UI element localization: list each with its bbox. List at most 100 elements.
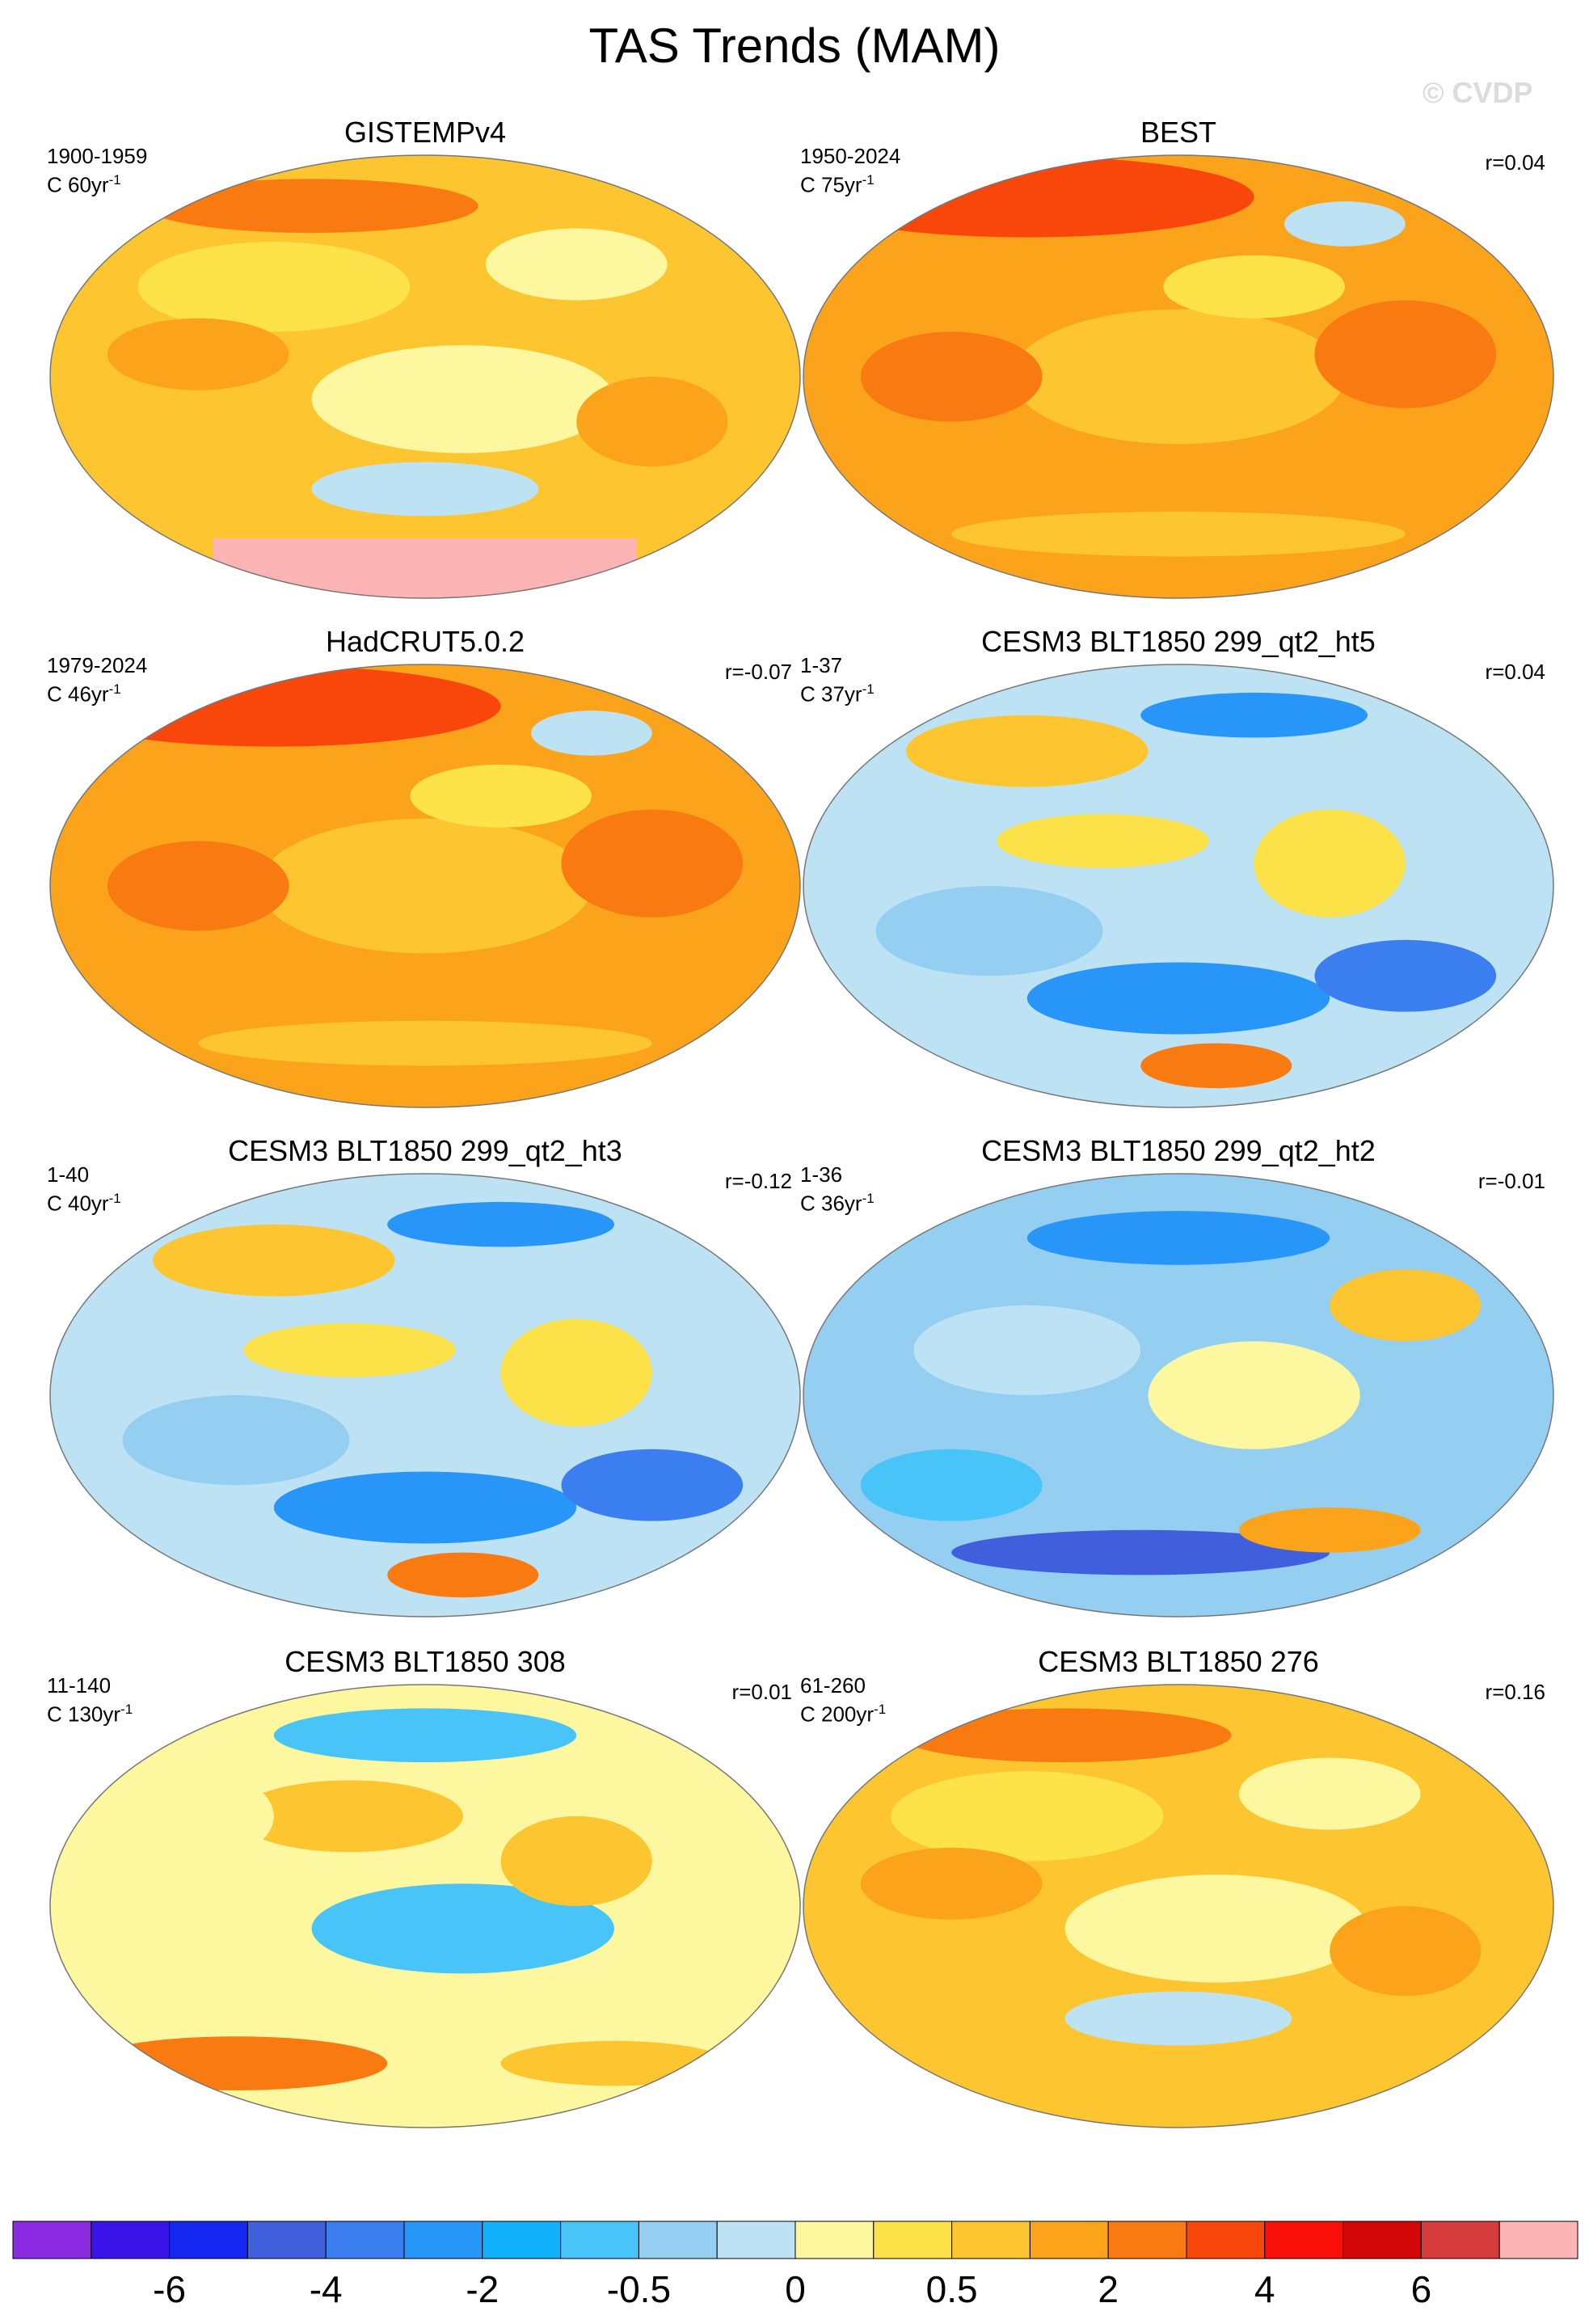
trend-field-patch — [153, 1224, 395, 1297]
panel-title: HadCRUT5.0.2 — [325, 625, 525, 658]
panel-correlation: r=0.01 — [731, 1680, 792, 1704]
antarctica-field — [213, 538, 638, 598]
trend-field-patch — [1254, 809, 1406, 917]
panel-title: CESM3 BLT1850 276 — [1038, 1645, 1319, 1678]
colorbar-label: 0.5 — [926, 2268, 978, 2310]
colorbar-label: 6 — [1411, 2268, 1432, 2310]
colorbar: -6 -4 -2 -0.5 0 0.5 2 4 6 — [12, 2221, 1578, 2310]
trend-field-patch — [913, 1305, 1141, 1395]
units-text: C 60yr — [47, 172, 109, 197]
colorbar-segment — [1186, 2221, 1266, 2259]
trend-field-patch — [860, 1847, 1043, 1920]
units-superscript: -1 — [108, 681, 121, 697]
units-text: C 46yr — [47, 681, 109, 706]
panel-title: CESM3 BLT1850 299_qt2_ht2 — [981, 1134, 1376, 1167]
map-outline — [803, 154, 1554, 599]
colorbar-segment — [247, 2221, 327, 2259]
panel-title: BEST — [1140, 116, 1217, 149]
trend-field-patch — [122, 1395, 350, 1486]
units-superscript: -1 — [862, 172, 875, 188]
map-panel-cesm3-ht3: CESM3 BLT1850 299_qt2_ht3 1-40 C 40yr-1 … — [47, 1135, 803, 1620]
panel-years: 1-37 — [800, 653, 843, 677]
colorbar-label: 4 — [1254, 2268, 1275, 2310]
units-superscript: -1 — [862, 1191, 875, 1206]
trend-field-patch — [1064, 1991, 1292, 2046]
trend-field-patch — [1238, 1508, 1421, 1553]
trend-field-patch — [145, 179, 478, 234]
colorbar-label: -6 — [153, 2268, 186, 2310]
panel-units: C 60yr-1 — [47, 168, 121, 197]
trend-field-patch — [1140, 1043, 1292, 1089]
colorbar-segment — [325, 2221, 405, 2259]
trend-field-patch — [50, 665, 501, 747]
trend-map — [803, 1684, 1554, 2128]
colorbar-segment — [482, 2221, 562, 2259]
units-superscript: -1 — [862, 681, 875, 697]
panel-units: C 200yr-1 — [800, 1698, 886, 1727]
units-text: C 200yr — [800, 1702, 875, 1727]
map-outline — [49, 154, 801, 599]
panel-years: 1-36 — [800, 1162, 843, 1187]
colorbar-segment — [1264, 2221, 1344, 2259]
units-text: C 130yr — [47, 1702, 121, 1727]
trend-field-patch — [387, 1552, 539, 1598]
trend-field-patch — [1163, 255, 1345, 318]
map-panel-gistempv4: GISTEMPv4 1900-1959 C 60yr-1 — [47, 116, 803, 601]
map-outline — [803, 1684, 1554, 2128]
trend-field-patch — [860, 331, 1043, 422]
trend-field-patch — [1238, 1757, 1421, 1830]
trend-field-patch — [107, 318, 289, 390]
colorbar-segment — [1029, 2221, 1109, 2259]
trend-field-patch — [803, 156, 1254, 238]
panel-years: 1900-1959 — [47, 144, 148, 168]
map-panel-best: BEST 1950-2024 C 75yr-1 r=0.04 — [800, 116, 1557, 601]
trend-field-patch — [1314, 939, 1497, 1012]
panel-units: C 36yr-1 — [800, 1187, 875, 1216]
panel-correlation: r=-0.07 — [724, 660, 792, 684]
trend-map — [803, 1173, 1554, 1618]
colorbar-label: -0.5 — [607, 2268, 671, 2310]
cvdp-watermark: © CVDP — [1423, 76, 1533, 109]
trend-field-patch — [122, 1771, 274, 1862]
units-text: C 75yr — [800, 172, 862, 197]
colorbar-segment — [1420, 2221, 1500, 2259]
units-superscript: -1 — [108, 172, 121, 188]
trend-field-patch — [1284, 201, 1406, 247]
panel-units: C 46yr-1 — [47, 677, 121, 706]
trend-field-patch — [137, 242, 411, 332]
trend-field-patch — [1026, 1211, 1330, 1265]
panel-title: CESM3 BLT1850 299_qt2_ht3 — [228, 1134, 622, 1167]
trend-field-patch — [243, 1323, 456, 1377]
trend-field-patch — [898, 1708, 1232, 1763]
colorbar-segment — [169, 2221, 248, 2259]
trend-map — [49, 154, 801, 599]
trend-field-patch — [1026, 962, 1330, 1035]
panel-units: C 75yr-1 — [800, 168, 875, 197]
colorbar-segment — [951, 2221, 1031, 2259]
trend-map — [803, 664, 1554, 1108]
trend-field-patch — [236, 1780, 463, 1853]
panel-years: 1-40 — [47, 1162, 90, 1187]
trend-field-patch — [1330, 1906, 1482, 1997]
units-text: C 36yr — [800, 1191, 862, 1216]
panel-correlation: r=0.04 — [1485, 660, 1545, 684]
trend-field-patch — [500, 1318, 652, 1427]
panel-correlation: r=-0.12 — [724, 1169, 792, 1193]
trend-field-patch — [1140, 692, 1368, 738]
map-panel-cesm3-ht2: CESM3 BLT1850 299_qt2_ht2 1-36 C 36yr-1 … — [800, 1135, 1557, 1620]
trend-field-patch — [561, 1449, 744, 1521]
trend-field-patch — [387, 1201, 614, 1247]
trend-field-patch — [84, 2036, 388, 2090]
trend-field-patch — [1012, 309, 1345, 445]
trend-map — [49, 1684, 801, 2128]
map-outline — [803, 1173, 1554, 1618]
trend-field-patch — [860, 1449, 1043, 1521]
trend-field-patch — [273, 1471, 577, 1544]
colorbar-segment — [91, 2221, 171, 2259]
trend-field-patch — [576, 377, 728, 467]
colorbar-segment — [1107, 2221, 1187, 2259]
trend-field-patch — [1330, 1269, 1482, 1342]
trend-field-patch — [500, 2040, 728, 2086]
colorbar-segment — [1342, 2221, 1422, 2259]
trend-field-patch — [311, 462, 539, 517]
